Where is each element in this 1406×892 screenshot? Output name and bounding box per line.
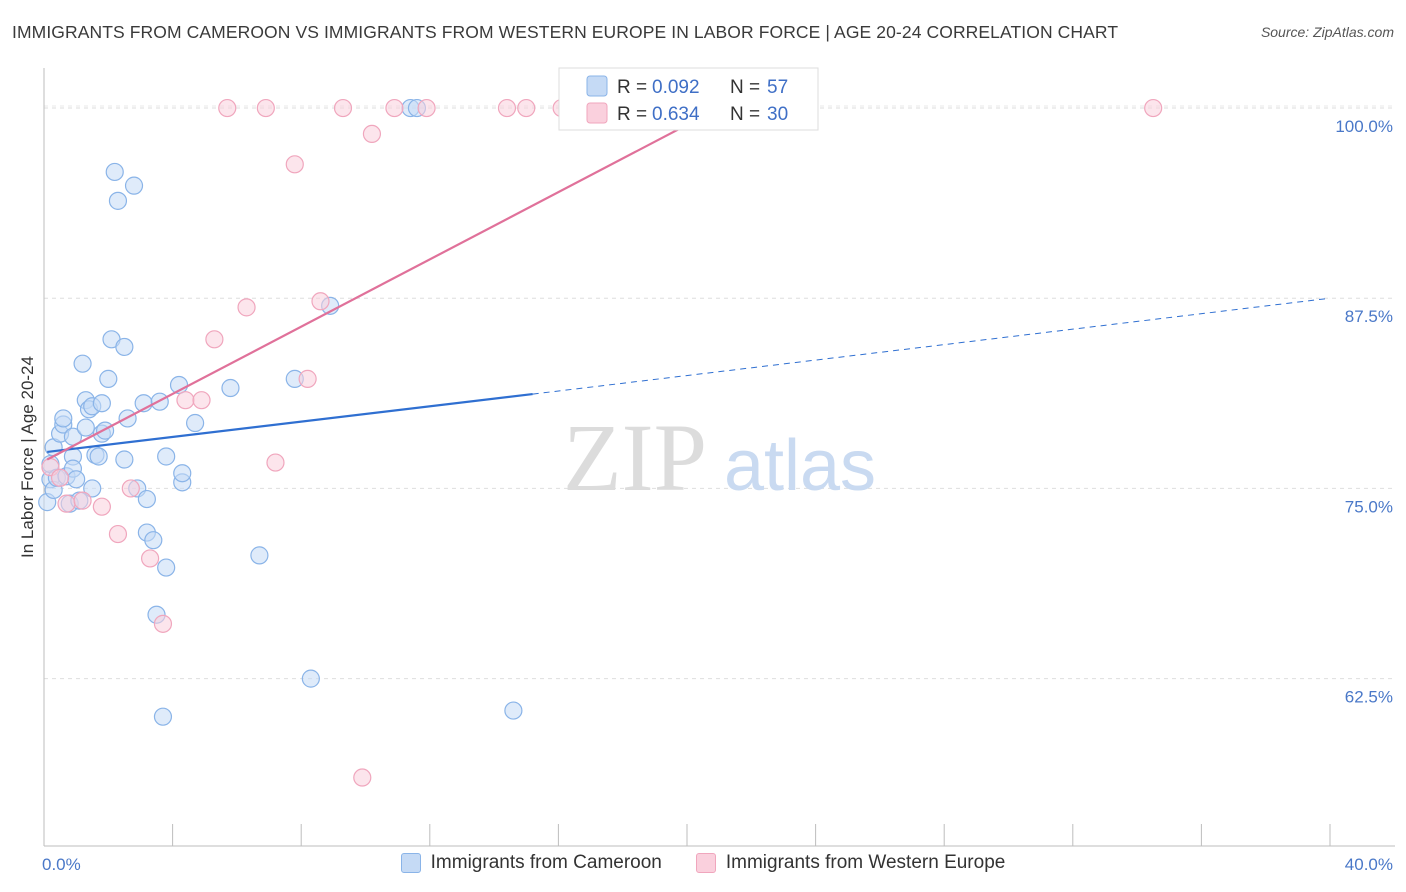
western-europe-point-17 bbox=[298, 369, 317, 388]
western-europe-point-7 bbox=[140, 549, 160, 568]
cameroon-point-18 bbox=[76, 418, 95, 437]
western-europe-point-22 bbox=[385, 98, 404, 118]
western-europe-point-24 bbox=[497, 98, 517, 118]
western-europe-point-25 bbox=[517, 98, 536, 118]
y-tick-label-2: 75.0% bbox=[1345, 497, 1393, 516]
cameroon-point-30 bbox=[108, 191, 128, 210]
western-europe-point-18 bbox=[311, 292, 330, 311]
legend-marker-western-europe bbox=[695, 853, 716, 873]
cameroon-point-14 bbox=[67, 470, 86, 489]
y-tick-label-0: 100.0% bbox=[1335, 117, 1393, 136]
western-europe-point-6 bbox=[121, 479, 140, 498]
western-europe-point-20 bbox=[353, 768, 372, 787]
x-tick-label-min: 0.0% bbox=[42, 855, 81, 874]
axes bbox=[43, 68, 1395, 847]
legend-item-western-europe: Immigrants from Western Europe bbox=[695, 852, 1006, 874]
legend-label-cameroon: Immigrants from Cameroon bbox=[430, 852, 662, 873]
cameroon-point-47 bbox=[173, 464, 192, 483]
cameroon-point-27 bbox=[99, 369, 118, 388]
legend-n-value-1: 57 bbox=[767, 77, 788, 98]
legend-label-western-europe: Immigrants from Western Europe bbox=[725, 852, 1006, 873]
western-europe-point-1 bbox=[50, 468, 70, 487]
y-tick-label-1: 87.5% bbox=[1345, 307, 1393, 326]
legend-n-label-2: N = bbox=[730, 104, 760, 125]
stats-legend: R = 0.092 N = 57 R = 0.634 N = 30 bbox=[558, 67, 819, 131]
chart-title: IMMIGRANTS FROM CAMEROON VS IMMIGRANTS F… bbox=[12, 22, 1119, 42]
western-europe-point-19 bbox=[333, 98, 353, 118]
cameroon-point-29 bbox=[105, 162, 124, 182]
legend-n-value-2: 30 bbox=[767, 104, 788, 125]
western-europe-point-16 bbox=[285, 155, 304, 174]
watermark-zip: ZIP bbox=[563, 404, 707, 511]
tick-labels: 100.0% 87.5% 75.0% 62.5% 0.0% 40.0% bbox=[42, 117, 1393, 874]
gridlines bbox=[44, 105, 1395, 680]
western-europe-point-21 bbox=[362, 124, 382, 144]
western-europe-point-13 bbox=[237, 298, 256, 317]
western-europe-point-11 bbox=[205, 330, 224, 349]
cameroon-point-56 bbox=[504, 701, 523, 720]
legend-r-label-1: R = bbox=[617, 77, 647, 98]
cameroon-point-16 bbox=[73, 354, 92, 373]
cameroon-point-37 bbox=[137, 489, 156, 509]
legend-r-value-1: 0.092 bbox=[652, 77, 700, 98]
chart-source: Source: ZipAtlas.com bbox=[1260, 24, 1394, 40]
x-tick-label-max: 40.0% bbox=[1345, 855, 1393, 874]
western-europe-point-9 bbox=[176, 391, 195, 410]
western-europe-point-10 bbox=[192, 391, 211, 410]
series-legend: Immigrants from Cameroon Immigrants from… bbox=[0, 852, 1406, 874]
data-points bbox=[38, 98, 1163, 787]
cameroon-point-32 bbox=[115, 337, 134, 357]
cameroon-point-34 bbox=[124, 176, 144, 195]
legend-swatch-western-europe bbox=[586, 102, 608, 124]
cameroon-point-21 bbox=[83, 479, 102, 498]
cameroon-point-52 bbox=[301, 669, 320, 688]
western-europe-point-14 bbox=[256, 98, 275, 118]
cameroon-point-25 bbox=[92, 394, 111, 413]
legend-item-cameroon: Immigrants from Cameroon bbox=[400, 852, 662, 874]
western-europe-point-4 bbox=[92, 497, 111, 516]
legend-n-label-1: N = bbox=[730, 77, 760, 98]
legend-swatch-cameroon bbox=[586, 75, 608, 97]
legend-r-label-2: R = bbox=[617, 104, 647, 125]
western-europe-trend-line bbox=[46, 107, 720, 461]
cameroon-point-42 bbox=[153, 707, 173, 726]
cameroon-point-39 bbox=[144, 531, 163, 550]
western-europe-point-15 bbox=[266, 453, 285, 472]
legend-r-value-2: 0.634 bbox=[652, 104, 700, 125]
cameroon-point-44 bbox=[157, 447, 176, 466]
y-axis-label: In Labor Force | Age 20-24 bbox=[18, 356, 37, 558]
western-europe-point-29 bbox=[1144, 98, 1163, 118]
cameroon-point-49 bbox=[221, 378, 240, 398]
trend-lines bbox=[46, 107, 1331, 461]
cameroon-point-26 bbox=[95, 421, 115, 440]
cameroon-point-31 bbox=[115, 450, 134, 469]
watermark-atlas: atlas bbox=[724, 426, 876, 506]
cameroon-trend-line bbox=[47, 393, 533, 454]
western-europe-point-2 bbox=[57, 494, 76, 513]
y-tick-label-3: 62.5% bbox=[1345, 688, 1393, 707]
western-europe-point-5 bbox=[108, 524, 128, 544]
cameroon-point-50 bbox=[250, 546, 269, 565]
cameroon-point-48 bbox=[186, 413, 205, 433]
western-europe-point-8 bbox=[153, 614, 173, 633]
western-europe-point-3 bbox=[73, 491, 92, 510]
cameroon-point-23 bbox=[89, 447, 108, 466]
cameroon-trend-extension bbox=[532, 297, 1331, 395]
cameroon-point-8 bbox=[54, 409, 73, 428]
legend-marker-cameroon bbox=[400, 853, 421, 873]
western-europe-point-12 bbox=[218, 98, 237, 118]
western-europe-point-23 bbox=[417, 98, 436, 118]
cameroon-point-43 bbox=[157, 558, 176, 577]
